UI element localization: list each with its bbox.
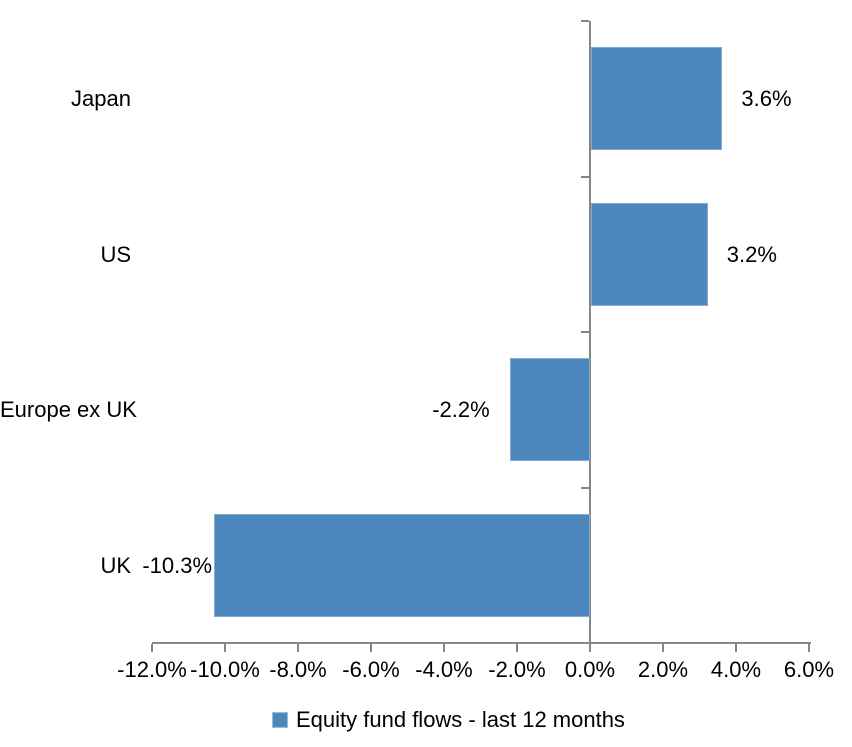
bar-japan: [591, 47, 723, 151]
value-label: 3.6%: [741, 86, 792, 112]
category-label: Japan: [71, 86, 131, 112]
x-axis-tick: [443, 644, 445, 652]
x-tick-label: -4.0%: [415, 657, 473, 682]
y-axis-tick: [581, 175, 589, 178]
x-axis-tick: [516, 644, 518, 652]
y-axis-tick: [581, 331, 589, 333]
x-axis-tick: [151, 644, 153, 652]
x-axis-tick: [735, 644, 737, 652]
x-tick-label: 2.0%: [637, 657, 689, 682]
x-axis-tick: [224, 644, 226, 652]
y-axis-line: [589, 21, 591, 643]
x-axis-tick: [662, 644, 664, 652]
x-tick-label: -12.0%: [117, 657, 187, 682]
category-label: UK: [100, 552, 131, 578]
x-tick-label: 0.0%: [564, 657, 616, 682]
value-label: -2.2%: [432, 397, 490, 423]
x-tick-label: 6.0%: [783, 657, 835, 682]
y-axis-tick: [581, 486, 589, 489]
x-tick-label: -8.0%: [269, 657, 327, 682]
x-tick-label: -2.0%: [488, 657, 546, 682]
x-axis-line: [152, 642, 811, 644]
y-axis-tick: [581, 20, 589, 22]
value-label: 3.2%: [726, 241, 777, 267]
x-axis-tick: [589, 644, 591, 652]
bar-europe-ex-uk: [509, 358, 590, 462]
x-axis-tick: [808, 644, 810, 652]
x-tick-label: -10.0%: [190, 657, 260, 682]
bar-uk: [214, 513, 590, 617]
category-label: US: [100, 241, 131, 267]
x-tick-label: -6.0%: [342, 657, 400, 682]
value-label: -10.3%: [142, 552, 213, 578]
legend-swatch-icon: [272, 712, 288, 728]
x-tick-label: 4.0%: [710, 657, 762, 682]
category-label: Europe ex UK: [0, 397, 137, 423]
x-axis-tick: [297, 644, 299, 652]
legend-label: Equity fund flows - last 12 months: [296, 707, 625, 732]
x-axis-tick: [370, 644, 372, 652]
bar-us: [591, 202, 708, 306]
chart-legend: Equity fund flows - last 12 months: [272, 709, 625, 731]
